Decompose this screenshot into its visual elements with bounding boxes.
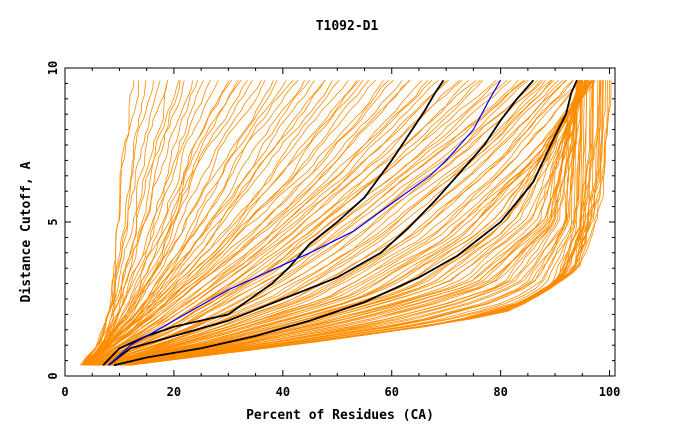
x-tick-label: 40 bbox=[276, 385, 290, 399]
model-curve bbox=[92, 79, 512, 366]
highlight-curve-2 bbox=[108, 79, 534, 366]
model-curve bbox=[95, 80, 574, 366]
model-curve bbox=[85, 80, 274, 366]
model-curve bbox=[85, 80, 305, 366]
model-curve bbox=[81, 80, 168, 366]
x-tick-label: 100 bbox=[599, 385, 621, 399]
model-curve bbox=[109, 80, 582, 366]
model-curve bbox=[83, 80, 233, 366]
highlight-curve-3 bbox=[113, 79, 578, 367]
model-curve bbox=[116, 80, 578, 366]
ticks-layer: 0 20 40 60 80 100 0 5 10 bbox=[46, 61, 620, 399]
model-curve bbox=[86, 80, 253, 366]
model-curve bbox=[88, 80, 299, 366]
y-tick-label: 5 bbox=[46, 218, 60, 225]
model-curve bbox=[92, 80, 546, 366]
model-curve bbox=[86, 80, 358, 366]
model-curve bbox=[98, 80, 591, 366]
model-curve bbox=[89, 79, 411, 366]
x-axis-label: Percent of Residues (CA) bbox=[246, 408, 434, 423]
model-curve bbox=[105, 80, 584, 366]
model-curve bbox=[129, 80, 610, 366]
model-curve bbox=[92, 80, 519, 366]
model-curve bbox=[96, 80, 592, 366]
model-curve bbox=[92, 79, 552, 366]
model-curve bbox=[88, 80, 410, 366]
model-curve bbox=[113, 80, 581, 366]
model-curve bbox=[85, 79, 394, 366]
model-curve bbox=[97, 80, 589, 366]
model-curve bbox=[88, 80, 376, 366]
x-tick-label: 20 bbox=[167, 385, 181, 399]
model-curve bbox=[114, 80, 582, 366]
series-layer bbox=[79, 79, 612, 367]
model-curve bbox=[86, 80, 349, 366]
model-curve bbox=[109, 80, 586, 366]
model-curve bbox=[82, 80, 140, 366]
model-curve bbox=[87, 80, 294, 366]
model-curve bbox=[84, 80, 403, 366]
model-curve bbox=[91, 80, 508, 366]
x-tick-label: 60 bbox=[385, 385, 399, 399]
model-curve bbox=[90, 79, 501, 366]
model-curve bbox=[95, 80, 566, 366]
model-curve bbox=[90, 80, 449, 366]
y-tick-label: 10 bbox=[46, 61, 60, 75]
x-tick-label: 80 bbox=[493, 385, 507, 399]
y-axis-label: Distance Cutoff, A bbox=[19, 161, 34, 302]
model-curve bbox=[84, 80, 242, 366]
model-curve bbox=[117, 80, 578, 366]
model-curve bbox=[84, 80, 199, 366]
model-curve bbox=[93, 79, 525, 366]
highlight-curve-4 bbox=[108, 79, 502, 366]
model-curve bbox=[95, 80, 553, 366]
model-curve bbox=[85, 80, 360, 366]
chart-title: T1092-D1 bbox=[316, 19, 379, 34]
y-tick-label: 0 bbox=[46, 372, 60, 379]
model-curve bbox=[101, 80, 594, 366]
model-curve bbox=[87, 80, 333, 366]
model-curve bbox=[87, 80, 460, 366]
model-curve bbox=[85, 80, 204, 366]
model-curve bbox=[97, 80, 579, 366]
model-curve bbox=[84, 80, 262, 366]
model-curve bbox=[85, 80, 266, 366]
model-curve bbox=[113, 80, 580, 366]
highlight-curve-1 bbox=[102, 79, 445, 366]
model-curve bbox=[97, 80, 582, 366]
model-curve bbox=[87, 80, 447, 366]
model-curve bbox=[127, 80, 604, 366]
model-curve bbox=[104, 80, 583, 366]
model-curve bbox=[118, 80, 579, 366]
model-curve bbox=[84, 80, 230, 366]
model-curve bbox=[115, 80, 582, 366]
model-curve bbox=[87, 80, 315, 366]
model-curve bbox=[115, 80, 581, 366]
model-curve bbox=[93, 79, 526, 366]
model-curve bbox=[110, 80, 580, 366]
x-tick-label: 0 bbox=[61, 385, 68, 399]
model-curve bbox=[85, 80, 370, 366]
model-curve bbox=[91, 80, 483, 366]
model-curve bbox=[94, 79, 529, 366]
model-curve bbox=[88, 80, 384, 366]
model-curve bbox=[86, 80, 423, 366]
model-curve bbox=[100, 80, 589, 366]
model-curve bbox=[90, 79, 477, 366]
model-curve bbox=[85, 80, 287, 366]
model-curve bbox=[82, 80, 193, 366]
model-curve bbox=[84, 80, 211, 366]
